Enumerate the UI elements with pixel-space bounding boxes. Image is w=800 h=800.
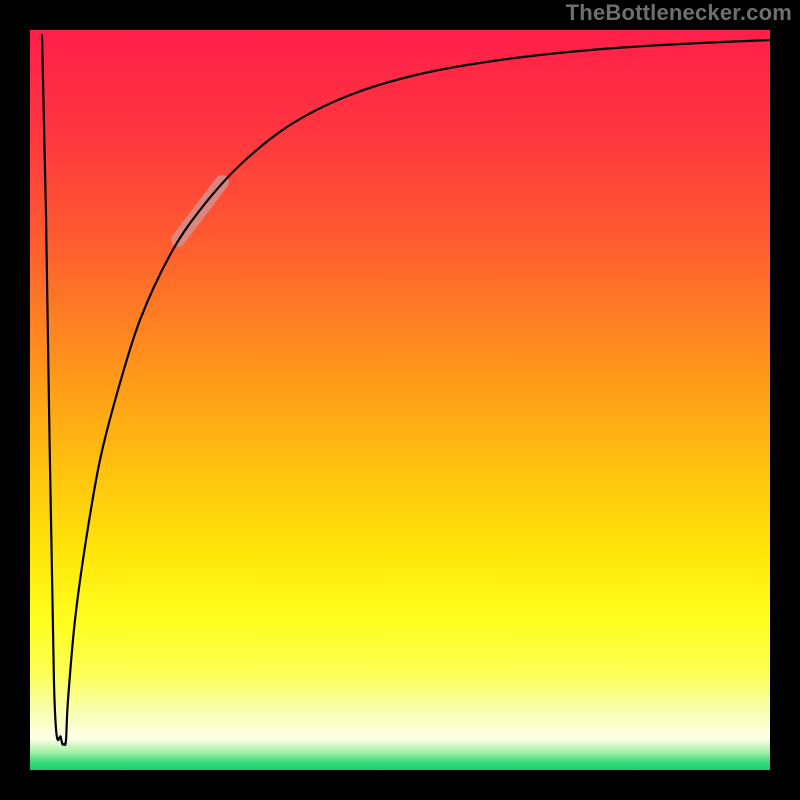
chart-root: { "watermark": { "text": "TheBottlenecke… — [0, 0, 800, 800]
watermark-text: TheBottlenecker.com — [566, 0, 792, 25]
plot-area — [30, 30, 770, 770]
bottleneck-chart-svg — [0, 0, 800, 800]
watermark: TheBottlenecker.com — [566, 0, 792, 26]
